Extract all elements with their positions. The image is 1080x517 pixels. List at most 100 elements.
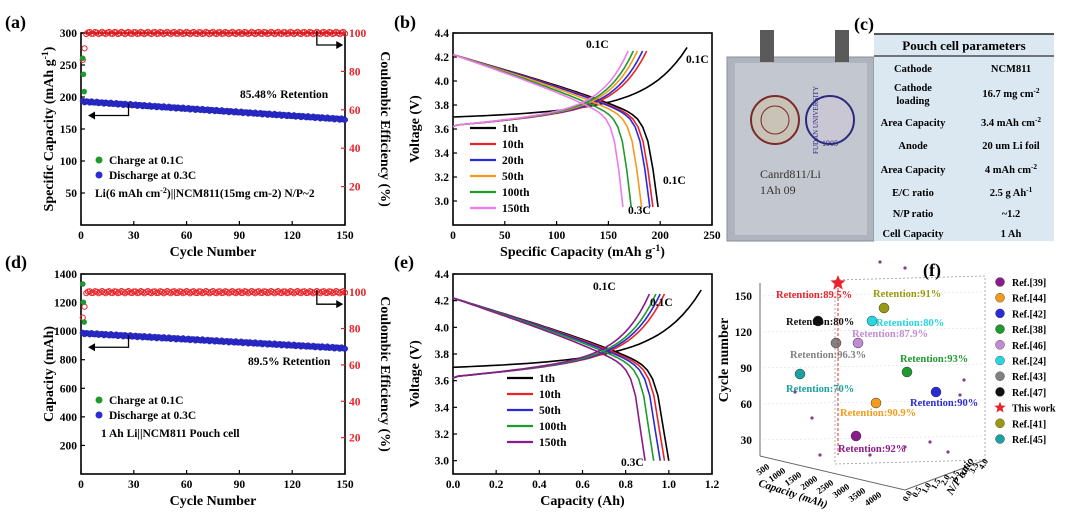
legend-marker [95, 396, 103, 404]
y2-tick-label: 100 [349, 287, 367, 299]
x-tick-label: 0.2 [489, 479, 504, 491]
legend-label: Ref.[45] [1012, 435, 1046, 446]
discharge-curve [452, 53, 624, 208]
y-tick-label: 800 [60, 355, 78, 367]
legend-label: Ref.[44] [1012, 294, 1046, 305]
legend-sphere [995, 324, 1005, 334]
legend-star [994, 401, 1006, 413]
retention-label: Retention:70% [786, 384, 854, 395]
projection-dot [878, 260, 882, 264]
legend-label: 1th [502, 123, 519, 135]
table-row-name: Area Capacity [881, 165, 947, 176]
x-axis-label: Capacity (Ah) [540, 494, 625, 509]
x-tick-label: 0 [450, 230, 456, 242]
table-row-value: 3.4 mAh cm-2 [981, 115, 1041, 130]
legend-label: 150th [502, 203, 530, 215]
y-tick-label: 4.0 [435, 322, 450, 334]
cell-label: 1Ah 09 [760, 183, 796, 197]
x-tick-label: 50 [499, 230, 511, 242]
legend-marker [95, 156, 103, 164]
y-tick-label: 1400 [54, 269, 77, 281]
rate-annotation: 0.1C [686, 54, 709, 66]
sphere-marker [794, 368, 806, 380]
panel-a: (a) 0 30 60 90 120 150 50 100 150 200 250 300 20 40 60 8… [5, 12, 392, 260]
legend-label: 150th [539, 437, 567, 449]
discharge-curve [452, 53, 654, 208]
table-row-value: 4 mAh cm-2 [985, 162, 1038, 177]
retention-label: Retention:80% [876, 318, 944, 329]
y-tick-label: 3.6 [435, 376, 450, 388]
projection-dot [793, 390, 797, 394]
y-tick-label: 150 [60, 124, 78, 136]
rate-annotation: 0.1C [663, 175, 686, 187]
capacity-point [342, 116, 349, 123]
legend-label: Ref.[41] [1012, 419, 1046, 430]
efficiency-point [340, 288, 347, 295]
legend-label: Ref.[24] [1012, 357, 1046, 368]
retention-label: Retention:96.3% [790, 350, 866, 361]
right-arrow-head [336, 41, 344, 49]
legend-sphere [995, 418, 1005, 428]
legend-label: 10th [502, 139, 524, 151]
rate-annotation: 0.3C [621, 457, 644, 469]
star-marker [830, 275, 846, 290]
y-tick-label: 3.6 [435, 124, 450, 136]
axis-line [759, 455, 986, 491]
z-tick-label: 3.0 [957, 465, 971, 479]
discharge-curve [452, 53, 659, 208]
table-row-name: Cell Capacity [883, 229, 945, 240]
retention-label: Retention:90% [910, 398, 978, 409]
legend-sphere [995, 387, 1005, 397]
y-tick-label: 4.0 [435, 76, 450, 88]
table-row-value: 2.5 g Ah-1 [990, 185, 1033, 200]
right-arrow-head [336, 300, 344, 309]
table-row-name: loading [896, 96, 930, 107]
x-tick-label: 0.8 [618, 479, 633, 491]
legend-marker [95, 411, 103, 419]
legend-label: Charge at 0.1C [109, 395, 183, 407]
legend-label: Ref.[46] [1012, 341, 1046, 352]
z-tick-label: 0.0 [900, 489, 914, 503]
x-tick-label: 60 [181, 479, 193, 491]
y-tick-label: 3.2 [435, 429, 450, 441]
y-tick-label: 60 [741, 399, 753, 411]
y-tick-label: 4.4 [435, 28, 450, 40]
table-row-value: 16.7 mg cm-2 [982, 86, 1039, 101]
fudan-logo-icon [805, 95, 855, 145]
charge-point [80, 71, 87, 78]
y-tick-label: 150 [735, 291, 753, 303]
y2-tick-label: 40 [349, 396, 361, 408]
legend-label: 10th [539, 389, 561, 401]
legend-label: 50th [502, 171, 524, 183]
y2-tick-label: 80 [349, 66, 361, 78]
logo-year: 1905 [822, 139, 838, 148]
legend-sphere [995, 277, 1005, 287]
efficiency-point [81, 45, 88, 52]
x-axis-label: Cycle Number [170, 494, 257, 509]
retention-annotation: 89.5% Retention [248, 356, 331, 368]
x-tick-label: 250 [703, 230, 721, 242]
left-arrow [91, 335, 130, 348]
cell-label: Canrd811/Li [760, 167, 822, 181]
y-tick-label: 3.2 [435, 172, 450, 184]
sphere-marker [870, 397, 882, 409]
retention-label: Retention:91% [873, 289, 941, 300]
panel-b: (b) 0 50 100 150 200 250 3.0 3.2 3.4 3.6 3.8 4.0 4.2 4… [394, 12, 721, 260]
y2-tick-label: 80 [349, 324, 361, 336]
rate-annotation: 0.3C [628, 205, 651, 217]
retention-label: Retention:90.9% [840, 408, 916, 419]
legend-label: Charge at 0.1C [109, 155, 183, 167]
sphere-marker [852, 337, 864, 349]
grid-line [759, 363, 986, 369]
legend-label: This work [1012, 404, 1056, 415]
retention-label: Retention:89.5% [776, 290, 852, 301]
x-tick-label: 90 [234, 230, 246, 242]
panel-note: 1 Ah Li||NCM811 Pouch cell [101, 428, 240, 440]
y-tick-label: 4.4 [435, 269, 450, 281]
legend-label: Ref.[43] [1012, 372, 1046, 383]
panel-label: (a) [5, 12, 26, 33]
y2-tick-label: 60 [349, 360, 361, 372]
box-edge [834, 275, 986, 460]
x-tick-label: 200 [652, 230, 670, 242]
sphere-marker [830, 337, 842, 349]
